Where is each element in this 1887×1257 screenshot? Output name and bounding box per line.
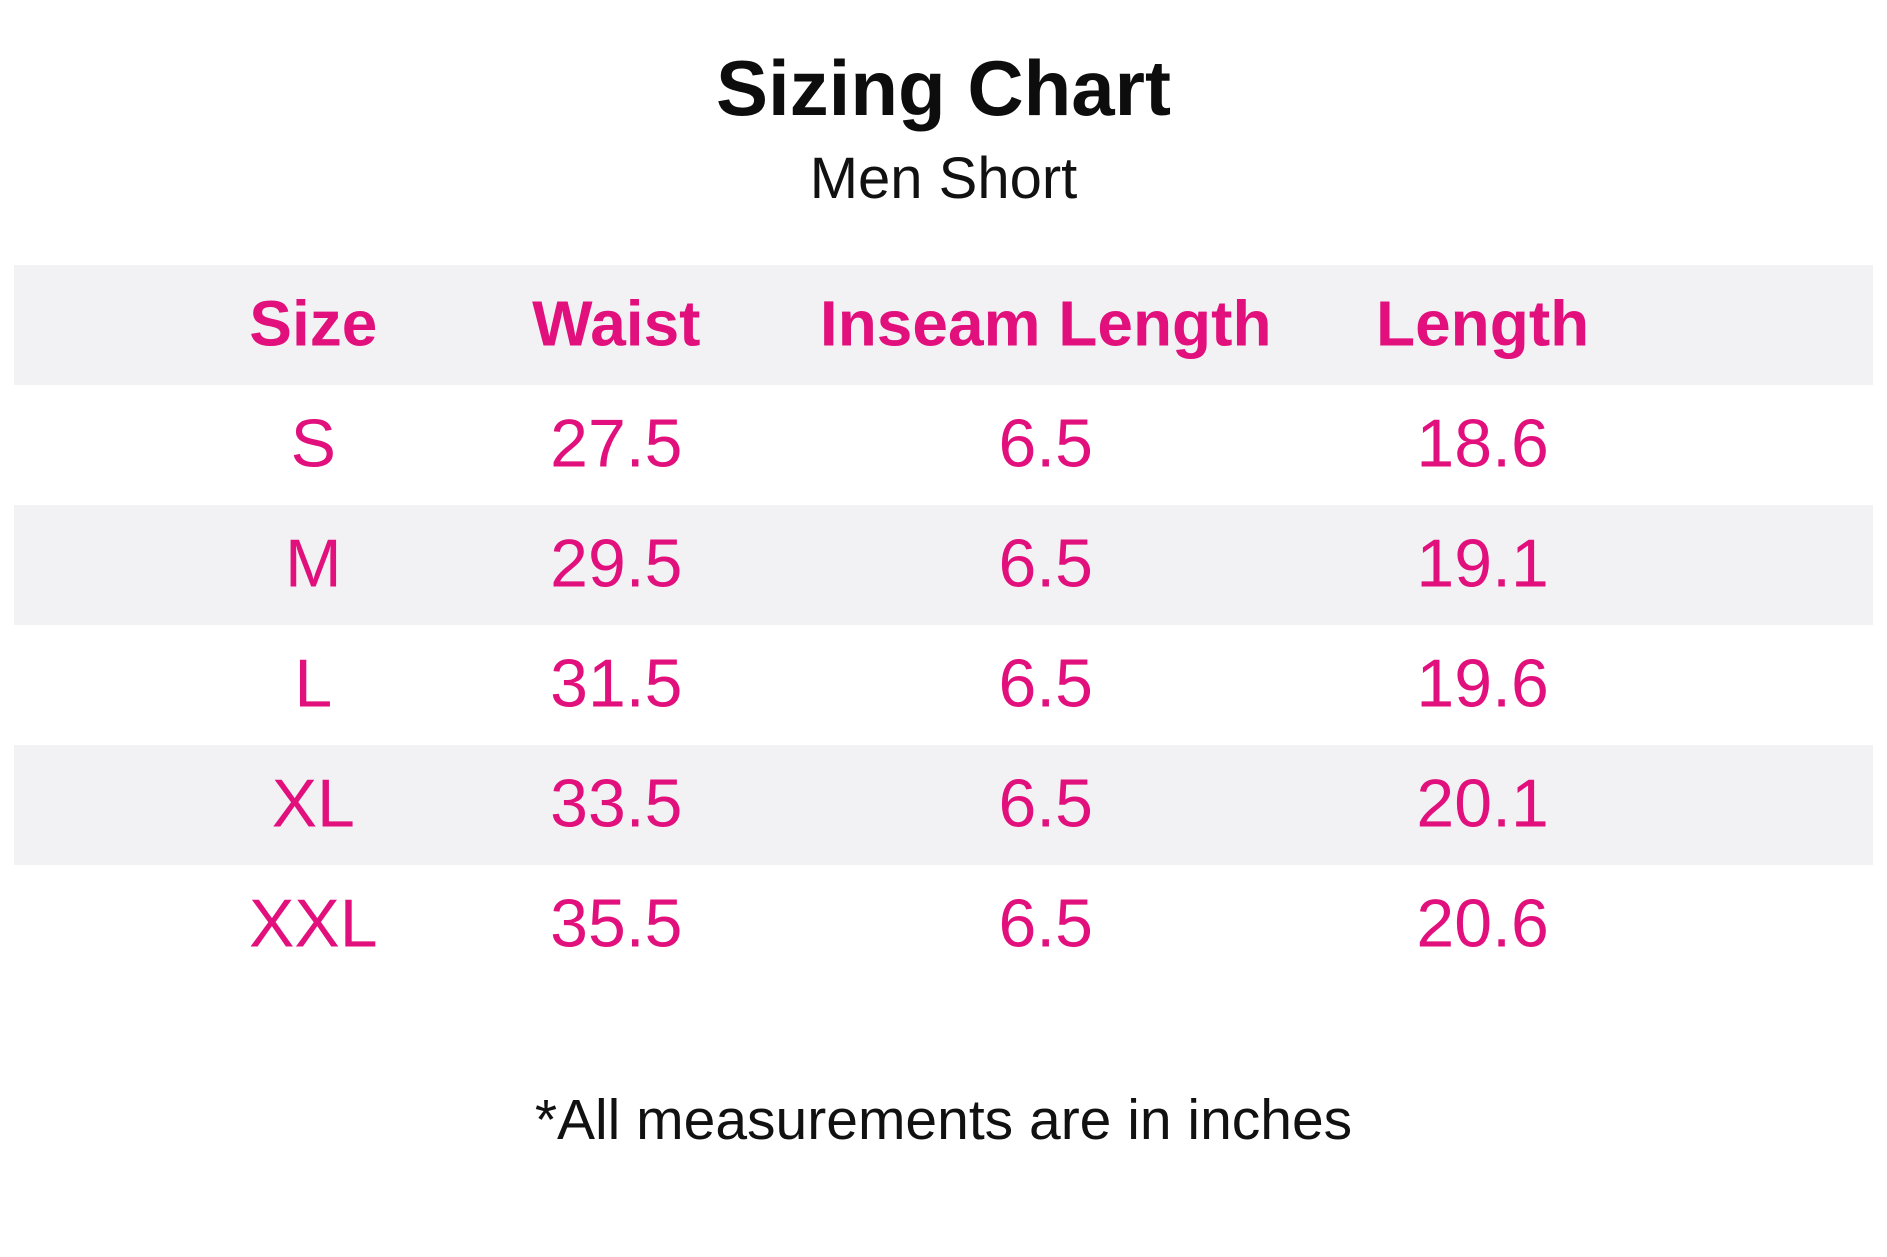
waist-cell: 33.5 [550, 765, 683, 842]
length-cell: 18.6 [1416, 405, 1549, 482]
header-cell-length: Length [1375, 287, 1590, 360]
table-row-l: L 31.5 6.5 19.6 [14, 625, 1873, 745]
table-row-xxl: XXL 35.5 6.5 20.6 [14, 865, 1873, 985]
inseam-cell: 6.5 [998, 885, 1093, 962]
size-cell: L [294, 645, 333, 722]
page-title: Sizing Chart [715, 44, 1171, 132]
size-cell: XXL [249, 885, 378, 962]
length-cell: 19.1 [1416, 525, 1549, 602]
length-cell: 20.1 [1416, 765, 1549, 842]
waist-cell: 27.5 [550, 405, 683, 482]
waist-cell: 31.5 [550, 645, 683, 722]
sizing-table: Size Waist Inseam Length Length S 27.5 6… [14, 265, 1873, 985]
header-cell-inseam-length: Inseam Length [819, 287, 1272, 360]
size-cell: XL [271, 765, 355, 842]
measurements-footnote: *All measurements are in inches [534, 1088, 1353, 1152]
length-cell: 20.6 [1416, 885, 1549, 962]
waist-cell: 29.5 [550, 525, 683, 602]
length-cell: 19.6 [1416, 645, 1549, 722]
waist-cell: 35.5 [550, 885, 683, 962]
header-cell-waist: Waist [532, 287, 701, 360]
header-cell-size: Size [249, 287, 378, 360]
table-header-row: Size Waist Inseam Length Length [14, 265, 1873, 385]
inseam-cell: 6.5 [998, 645, 1093, 722]
page-subtitle: Men Short [809, 146, 1078, 211]
table-row-xl: XL 33.5 6.5 20.1 [14, 745, 1873, 865]
table-row-m: M 29.5 6.5 19.1 [14, 505, 1873, 625]
size-cell: M [284, 525, 342, 602]
size-cell: S [290, 405, 336, 482]
table-row-s: S 27.5 6.5 18.6 [14, 385, 1873, 505]
inseam-cell: 6.5 [998, 765, 1093, 842]
inseam-cell: 6.5 [998, 405, 1093, 482]
inseam-cell: 6.5 [998, 525, 1093, 602]
